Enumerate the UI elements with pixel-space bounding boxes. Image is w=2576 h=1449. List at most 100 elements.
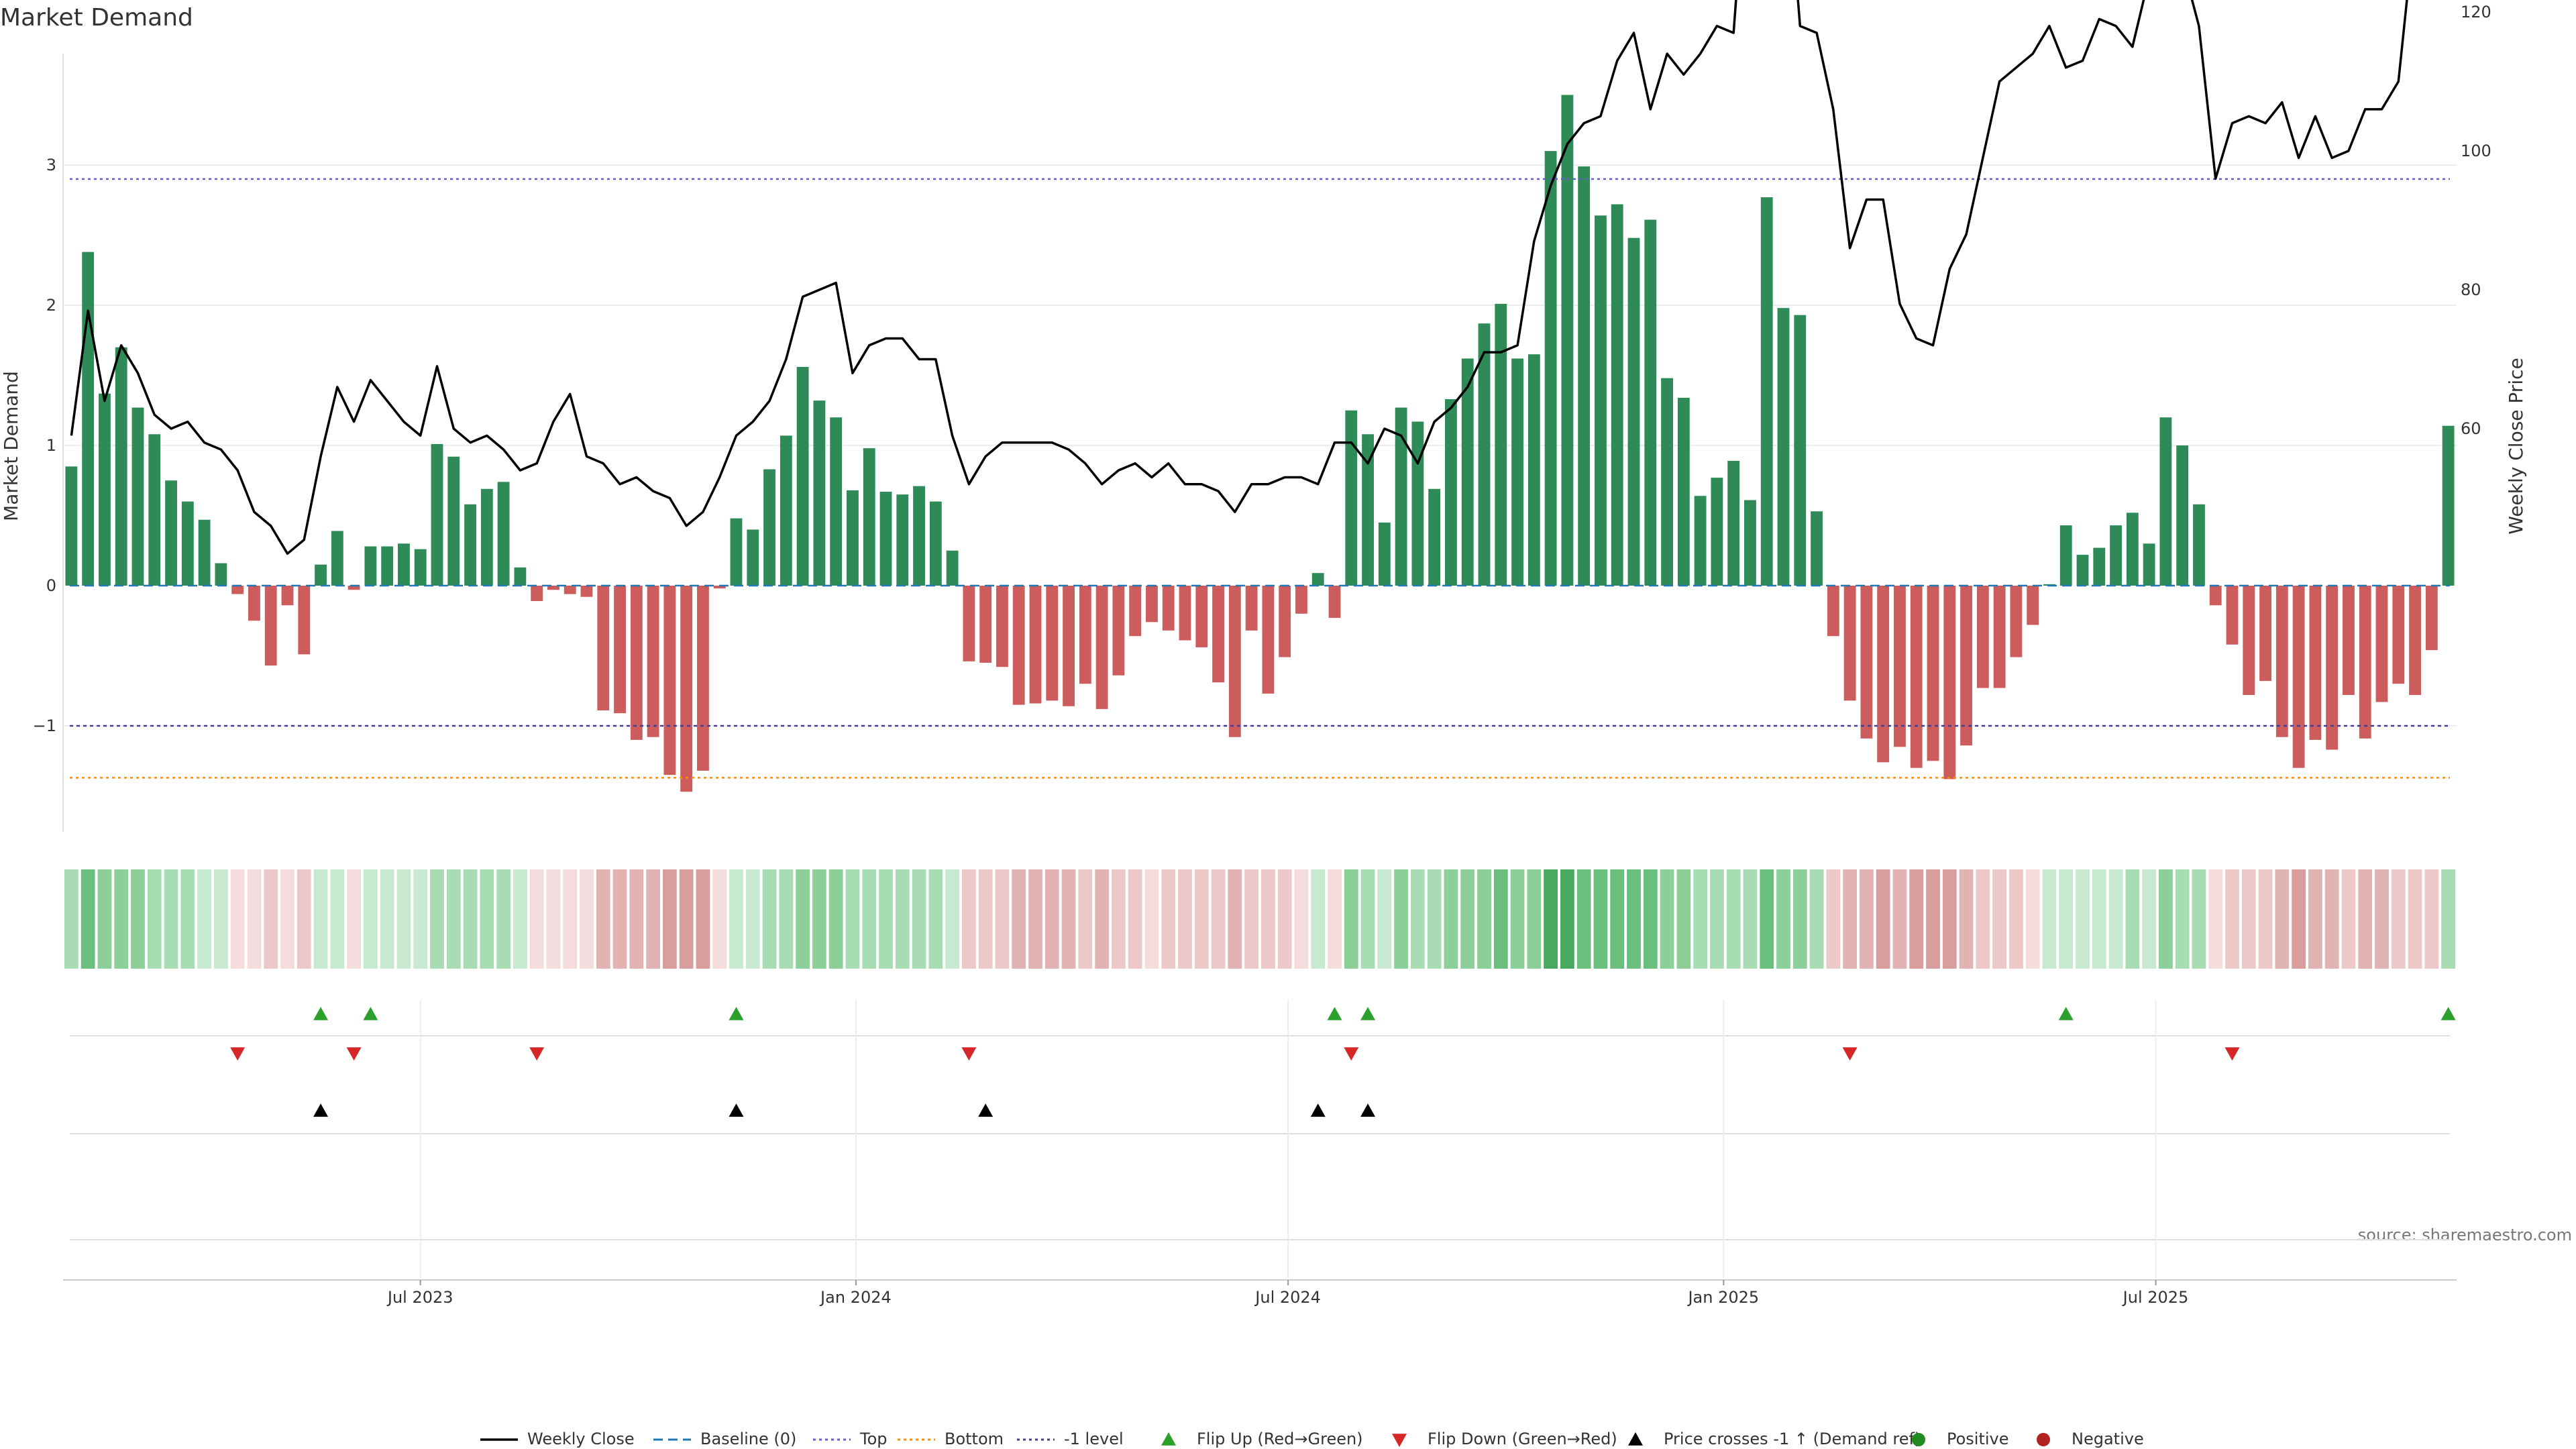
demand-bar-positive — [497, 482, 510, 586]
demand-bar-positive — [65, 466, 78, 586]
right-axis-label: Weekly Close Price — [2505, 358, 2527, 534]
demand-bar-negative — [1146, 586, 1158, 623]
demand-bar-negative — [1262, 586, 1275, 694]
heat-strip-cell — [1676, 869, 1691, 969]
demand-bar-negative — [2392, 586, 2405, 684]
legend-item: Negative — [2037, 1430, 2144, 1448]
demand-bar-positive — [1362, 434, 1374, 586]
demand-bar-positive — [1461, 358, 1474, 586]
heat-strip-cell — [1710, 869, 1724, 969]
demand-bar-positive — [331, 531, 343, 586]
demand-bar-negative — [1877, 586, 1890, 763]
heat-strip-cell — [1128, 869, 1142, 969]
demand-bar-negative — [979, 586, 992, 663]
heat-strip-cell — [663, 869, 677, 969]
demand-bar-negative — [1910, 586, 1923, 768]
heat-strip-cell — [2025, 869, 2040, 969]
demand-bar-positive — [2159, 417, 2172, 586]
demand-bar-positive — [99, 393, 111, 586]
heat-strip-cell — [2009, 869, 2023, 969]
demand-bar-negative — [1943, 586, 1956, 780]
demand-bar-positive — [2126, 513, 2139, 586]
demand-bar-positive — [1661, 378, 1673, 586]
legend-item: Bottom — [898, 1430, 1004, 1448]
demand-bar-positive — [131, 407, 144, 586]
heat-strip-cell — [2341, 869, 2356, 969]
heat-strip-cell — [480, 869, 494, 969]
heat-strip-cell — [1294, 869, 1309, 969]
heat-strip-cell — [1360, 869, 1375, 969]
demand-bar-positive — [1311, 573, 1324, 586]
heat-strip-cell — [114, 869, 129, 969]
demand-bar-positive — [2143, 543, 2155, 586]
heat-strip-cell — [2175, 869, 2190, 969]
demand-bar-positive — [315, 564, 327, 586]
legend-item: Baseline (0) — [653, 1430, 796, 1448]
heat-strip-cell — [1095, 869, 1109, 969]
flip-up-marker — [363, 1007, 378, 1020]
heat-strip-cell — [2092, 869, 2106, 969]
heat-strip-cell — [2076, 869, 2090, 969]
demand-bar-negative — [1894, 586, 1906, 747]
x-tick-label: Jul 2025 — [2122, 1288, 2189, 1307]
heat-strip-cell — [2408, 869, 2422, 969]
demand-bar-negative — [963, 586, 975, 661]
demand-bar-negative — [1976, 586, 1989, 688]
demand-bar-positive — [863, 448, 875, 586]
heat-strip-cell — [147, 869, 162, 969]
left-axis-label: Market Demand — [0, 371, 22, 521]
demand-bar-negative — [1129, 586, 1142, 637]
heat-strip-cell — [995, 869, 1010, 969]
demand-bar-positive — [480, 488, 493, 586]
flip-up-marker — [1360, 1007, 1376, 1020]
heat-strip-cell — [1792, 869, 1807, 969]
heat-strip-cell — [1061, 869, 1076, 969]
heat-strip-cell — [1593, 869, 1608, 969]
heat-strip-cell — [1976, 869, 1990, 969]
heat-strip-cell — [97, 869, 112, 969]
heat-strip-cell — [264, 869, 278, 969]
demand-bar-negative — [2259, 586, 2271, 682]
legend-label: Bottom — [945, 1430, 1004, 1448]
demand-bar-positive — [796, 366, 809, 586]
heat-strip-cell — [64, 869, 78, 969]
flip-up-marker — [1327, 1007, 1342, 1020]
heat-strip-cell — [1444, 869, 1458, 969]
demand-bar-positive — [364, 546, 377, 586]
demand-bar-negative — [2209, 586, 2222, 606]
demand-bar-positive — [1711, 478, 1723, 586]
heat-strip-cell — [1743, 869, 1758, 969]
demand-bar-negative — [1029, 586, 1042, 704]
heat-strip-cell — [1411, 869, 1425, 969]
demand-bar-negative — [1112, 586, 1125, 676]
heat-strip-cell — [629, 869, 644, 969]
legend-label: Weekly Close — [527, 1430, 635, 1448]
heat-strip-cell — [1228, 869, 1242, 969]
demand-bar-negative — [996, 586, 1008, 667]
demand-bar-positive — [464, 504, 476, 586]
legend-label: Price crosses -1 ↑ (Demand ref) — [1664, 1430, 1921, 1448]
demand-bar-positive — [431, 443, 443, 586]
heat-strip-cell — [1277, 869, 1292, 969]
demand-bar-negative — [2409, 586, 2421, 696]
heat-strip-cell — [580, 869, 594, 969]
heat-strip-cell — [2258, 869, 2273, 969]
demand-bar-negative — [713, 586, 726, 589]
demand-bar-negative — [614, 586, 626, 714]
demand-bar-negative — [2010, 586, 2023, 657]
demand-bars — [65, 95, 2455, 792]
heat-strip-cell — [2042, 869, 2057, 969]
heat-strip-cell — [1477, 869, 1491, 969]
flip-down-marker — [961, 1047, 977, 1061]
heat-strip-cell — [712, 869, 727, 969]
demand-bar-positive — [2076, 555, 2089, 586]
heat-strip-cell — [380, 869, 394, 969]
heat-strip-cell — [2292, 869, 2306, 969]
heat-strip-cell — [1610, 869, 1625, 969]
heat-strip-cell — [2108, 869, 2123, 969]
heat-strip-cell — [1760, 869, 1774, 969]
heat-strip-cell — [779, 869, 794, 969]
demand-bar-positive — [1511, 358, 1523, 586]
